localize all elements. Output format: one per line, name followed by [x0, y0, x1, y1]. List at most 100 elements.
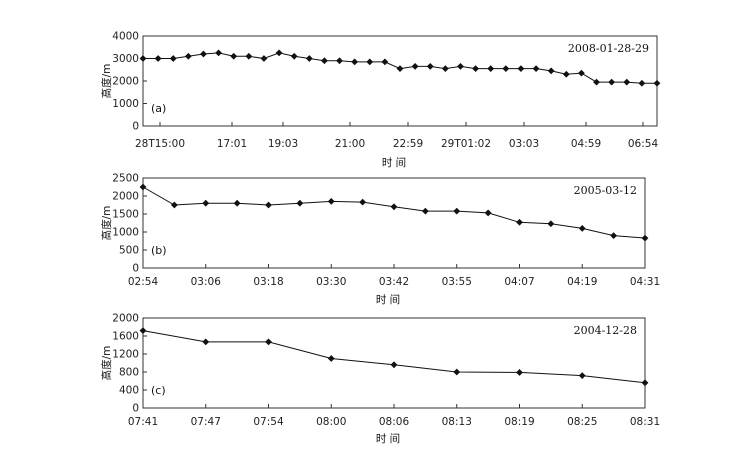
x-tick-label: 08:31: [630, 416, 660, 428]
data-point: [336, 57, 343, 65]
data-point: [275, 49, 283, 57]
x-tick-label: 28T15:00: [135, 138, 185, 150]
data-point: [487, 65, 495, 73]
x-tick-label: 08:06: [379, 416, 410, 428]
x-tick-label: 21:00: [335, 138, 365, 150]
data-point: [516, 369, 523, 376]
data-point: [381, 58, 389, 66]
data-point: [472, 65, 479, 73]
y-axis-title: 高度/m: [100, 346, 113, 381]
data-point: [610, 232, 618, 239]
x-tick-label: 04:19: [567, 276, 597, 288]
chart-panel: 0 1000 2000 3000 4000 28T15:00 17:01 19:03 21:00…: [100, 31, 661, 169]
data-point: [184, 52, 192, 60]
x-tick-label: 04:31: [630, 276, 660, 288]
data-point: [321, 57, 328, 65]
data-point: [532, 65, 540, 73]
data-point: [638, 79, 646, 87]
x-tick-label: 29T01:02: [441, 138, 491, 150]
data-point: [516, 218, 523, 226]
data-point: [327, 198, 335, 205]
y-axis-title: 高度/m: [100, 206, 113, 241]
panel-label: (b): [151, 244, 167, 257]
data-point: [305, 55, 313, 62]
y-tick-label: 800: [119, 367, 139, 379]
data-point: [411, 62, 419, 70]
data-point: [390, 361, 398, 369]
y-tick-label: 1500: [112, 209, 139, 221]
data-point: [453, 207, 461, 215]
data-point: [623, 78, 631, 86]
x-tick-label: 04:07: [504, 276, 534, 288]
y-tick-label: 500: [119, 245, 139, 257]
panel-label: (c): [151, 384, 166, 397]
y-tick-label: 2500: [112, 173, 139, 185]
data-point: [421, 207, 429, 215]
data-point: [265, 338, 272, 346]
data-point: [366, 58, 374, 66]
x-axis-title: 时 间: [376, 432, 400, 445]
y-tick-label: 2000: [112, 76, 139, 88]
x-axis-title: 时 间: [382, 156, 406, 169]
x-tick-label: 08:19: [504, 416, 534, 428]
x-tick-label: 08:13: [442, 416, 472, 428]
x-tick-label: 06:54: [628, 138, 659, 150]
data-point: [562, 70, 570, 78]
y-tick-label: 0: [132, 121, 139, 133]
x-tick-label: 03:55: [442, 276, 472, 288]
y-tick-label: 4000: [112, 31, 139, 43]
chart-panel: 0 500 1000 1500 2000 2500 02:54 03:06 03:18 03:30…: [100, 173, 660, 307]
data-point: [484, 209, 492, 217]
data-point: [139, 183, 147, 191]
data-point: [215, 49, 222, 57]
x-tick-label: 03:30: [316, 276, 346, 288]
data-point: [233, 199, 241, 207]
y-tick-label: 0: [132, 263, 139, 275]
date-annotation: 2008-01-28-29: [568, 42, 649, 55]
data-point: [351, 58, 359, 66]
x-tick-label: 07:41: [128, 416, 158, 428]
data-point: [641, 234, 649, 242]
data-point: [359, 198, 367, 206]
x-tick-label: 03:03: [509, 138, 539, 150]
x-tick-label: 08:25: [567, 416, 597, 428]
data-point: [296, 199, 304, 207]
y-axis-title: 高度/m: [100, 64, 113, 99]
x-axis-title: 时 间: [376, 293, 400, 306]
data-point: [453, 368, 461, 376]
y-tick-label: 1000: [112, 98, 139, 110]
x-tick-label: 07:54: [253, 416, 284, 428]
data-point: [230, 52, 238, 60]
y-tick-label: 0: [132, 403, 139, 415]
x-tick-label: 07:47: [191, 416, 221, 428]
data-point: [139, 55, 147, 62]
x-tick-label: 03:06: [191, 276, 222, 288]
date-annotation: 2004-12-28: [574, 324, 637, 337]
data-point: [593, 78, 600, 86]
data-point: [547, 220, 555, 228]
x-tick-label: 03:18: [253, 276, 283, 288]
x-tick-label: 17:01: [217, 138, 247, 150]
panel-label: (a): [151, 102, 166, 115]
data-point: [327, 355, 335, 362]
y-tick-label: 1000: [112, 227, 139, 239]
data-point: [517, 65, 525, 73]
data-point: [170, 201, 178, 209]
y-tick-label: 1200: [112, 349, 139, 361]
data-point: [202, 338, 210, 346]
data-point: [290, 52, 298, 60]
series-line: [142, 186, 646, 239]
x-tick-label: 04:59: [571, 138, 601, 150]
data-point: [169, 55, 177, 62]
chart-panel: 0 400 800 1200 1600 2000 07:41 07:47 07:54 08:00 0…: [100, 313, 660, 446]
data-point: [139, 327, 147, 334]
data-point: [608, 78, 616, 86]
data-point: [578, 69, 585, 77]
data-point: [390, 203, 398, 211]
data-point: [200, 50, 207, 58]
data-point: [154, 55, 162, 62]
x-tick-label: 19:03: [268, 138, 298, 150]
data-point: [547, 67, 555, 75]
data-point: [265, 201, 272, 209]
